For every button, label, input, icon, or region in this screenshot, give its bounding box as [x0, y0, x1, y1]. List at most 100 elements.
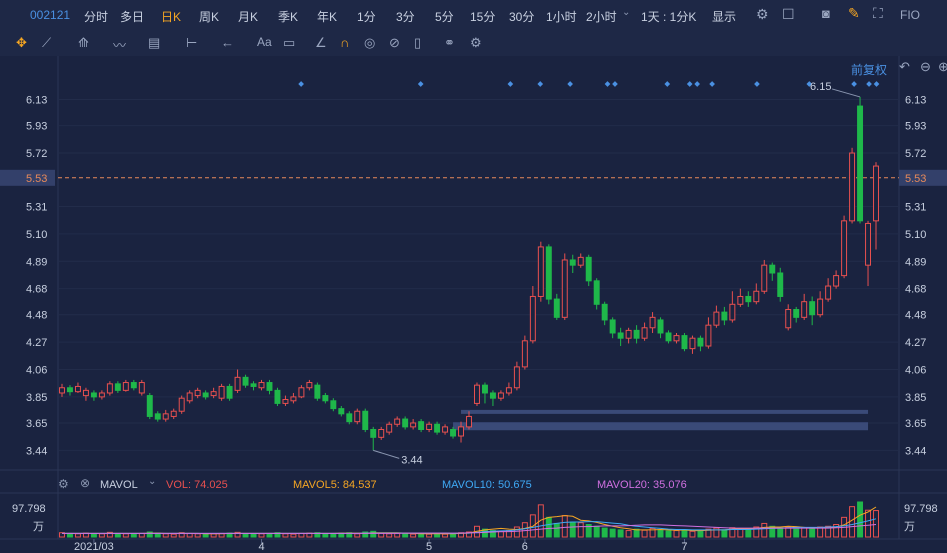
- candle-down: [481, 384, 488, 394]
- period-tab[interactable]: 年K: [317, 10, 338, 24]
- candle-up: [513, 366, 520, 389]
- period-tab[interactable]: 多日: [120, 10, 145, 24]
- volume-bar-up: [649, 527, 656, 538]
- candle-up: [210, 391, 217, 397]
- fullscreen-icon[interactable]: ⛶: [873, 5, 883, 21]
- adjust-label[interactable]: 前复权: [851, 63, 888, 77]
- volume-bar-down: [857, 501, 864, 538]
- price-tick-right: 4.89: [905, 256, 926, 268]
- candle-up: [82, 389, 89, 397]
- undo-icon[interactable]: ↶: [899, 59, 910, 74]
- period-tab[interactable]: 周K: [199, 10, 220, 24]
- chevron-down-icon[interactable]: ⌄: [622, 7, 631, 18]
- chevron-down-icon[interactable]: ⌄: [148, 476, 157, 487]
- volume-bar-down: [274, 532, 281, 538]
- stock-code[interactable]: 002121: [30, 8, 71, 22]
- arrow-tool-icon[interactable]: ←: [221, 35, 234, 50]
- period-tab[interactable]: 15分: [470, 10, 496, 24]
- period-tab[interactable]: 季K: [278, 10, 299, 24]
- magnet-icon[interactable]: ∩: [340, 35, 350, 50]
- line-tool-icon[interactable]: ⟋: [42, 35, 52, 50]
- ruler-icon[interactable]: ∠: [315, 35, 327, 50]
- indicator-close-icon[interactable]: ⊗: [80, 476, 91, 490]
- candle-up: [873, 165, 879, 222]
- indicator-name[interactable]: MAVOL: [100, 479, 138, 491]
- pencil-icon[interactable]: ✎: [848, 5, 860, 21]
- candle-up: [386, 423, 393, 433]
- candle-up: [625, 329, 632, 339]
- price-tick-right: 3.44: [905, 445, 926, 457]
- period-tab[interactable]: 5分: [435, 10, 454, 24]
- candle-up: [689, 337, 696, 350]
- volume-bar-down: [202, 533, 209, 538]
- candle-down: [857, 105, 864, 222]
- volume-bar-up: [825, 525, 832, 538]
- period-tab[interactable]: 月K: [238, 10, 259, 24]
- range-tool-icon[interactable]: ⊢: [186, 35, 198, 50]
- move-icon[interactable]: ✥: [16, 35, 27, 50]
- hide-icon[interactable]: ⊘: [389, 35, 400, 50]
- square-icon[interactable]: ☐: [782, 6, 795, 22]
- volume-bar-up: [290, 533, 297, 538]
- volume-bar-up: [410, 533, 417, 538]
- period-tab[interactable]: 1分: [357, 10, 376, 24]
- candle-down: [617, 332, 624, 339]
- support-band: [453, 422, 869, 431]
- candle-down: [697, 337, 704, 347]
- channel-tool-icon[interactable]: ⟰: [78, 35, 89, 50]
- text-tool[interactable]: Aa: [257, 35, 272, 49]
- candle-up: [138, 382, 145, 394]
- eye-icon[interactable]: ◎: [364, 35, 376, 50]
- period-tab[interactable]: 分时: [84, 10, 109, 24]
- candle-up: [442, 426, 449, 433]
- price-tick-left: 4.06: [26, 365, 47, 377]
- candle-down: [657, 319, 664, 334]
- zoom-out-icon[interactable]: ⊖: [920, 59, 931, 74]
- candle-up: [673, 335, 680, 342]
- candle-up: [74, 385, 81, 393]
- volume-bar-up: [705, 528, 712, 538]
- candle-up: [122, 382, 129, 391]
- candle-up: [186, 392, 193, 402]
- candle-down: [274, 389, 281, 404]
- period-tab[interactable]: 1小时: [546, 10, 577, 24]
- event-marker: [866, 81, 872, 87]
- candle-up: [290, 396, 297, 402]
- comment-icon[interactable]: ▭: [283, 35, 296, 50]
- period-tab[interactable]: 2小时: [586, 10, 617, 24]
- link-icon[interactable]: ⚭: [444, 35, 455, 50]
- candle-up: [258, 382, 265, 389]
- event-marker: [754, 81, 760, 87]
- volume-bar-up: [282, 533, 289, 538]
- candle-down: [777, 272, 784, 297]
- fio-label[interactable]: FIO: [900, 8, 920, 22]
- trash-icon[interactable]: ▯: [414, 35, 422, 50]
- settings-icon[interactable]: ⚙: [470, 35, 482, 50]
- display-menu[interactable]: 显示: [712, 10, 737, 24]
- volume-bar-up: [170, 533, 177, 538]
- price-tick-right: 3.85: [905, 392, 926, 404]
- candle-up: [649, 316, 656, 329]
- combo-select[interactable]: 1天 : 1分K: [641, 10, 697, 24]
- candle-up: [761, 264, 768, 292]
- period-tab[interactable]: 3分: [396, 10, 415, 24]
- volume-bar-up: [497, 531, 504, 538]
- fib-tool-icon[interactable]: ▤: [148, 35, 161, 50]
- indicator-settings-icon[interactable]: ⚙: [58, 477, 69, 491]
- zoom-in-icon[interactable]: ⊕: [938, 59, 947, 74]
- volume-bar-up: [761, 522, 768, 538]
- volume-bar-down: [777, 527, 784, 538]
- period-tab-active[interactable]: 日K: [161, 10, 182, 24]
- candle-up: [218, 385, 225, 399]
- candle-down: [721, 311, 728, 321]
- candle-down: [402, 418, 409, 428]
- period-tab[interactable]: 30分: [509, 10, 535, 24]
- price-tick-right: 5.72: [905, 148, 926, 160]
- camera-icon[interactable]: ◙: [822, 6, 830, 21]
- candle-down: [681, 335, 688, 350]
- wave-tool-icon[interactable]: 〰: [113, 38, 127, 53]
- volume-bar-up: [537, 504, 544, 538]
- gear-icon[interactable]: ⚙: [756, 6, 769, 22]
- vol-value: VOL: 74.025: [166, 479, 228, 491]
